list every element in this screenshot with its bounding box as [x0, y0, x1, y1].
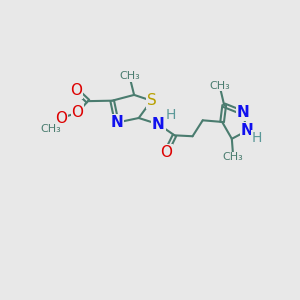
- Text: O: O: [160, 145, 172, 160]
- Text: S: S: [147, 93, 156, 108]
- Text: CH₃: CH₃: [223, 152, 244, 162]
- Text: CH₃: CH₃: [209, 81, 230, 91]
- Text: O: O: [70, 83, 83, 98]
- Text: N: N: [110, 115, 123, 130]
- Text: H: H: [252, 131, 262, 145]
- Text: O: O: [56, 110, 67, 125]
- Text: N: N: [241, 123, 254, 138]
- Text: N: N: [152, 117, 165, 132]
- Text: H: H: [165, 107, 176, 122]
- Text: CH₃: CH₃: [40, 124, 61, 134]
- Text: N: N: [236, 105, 249, 120]
- Text: CH₃: CH₃: [119, 71, 140, 81]
- Text: O: O: [71, 105, 83, 120]
